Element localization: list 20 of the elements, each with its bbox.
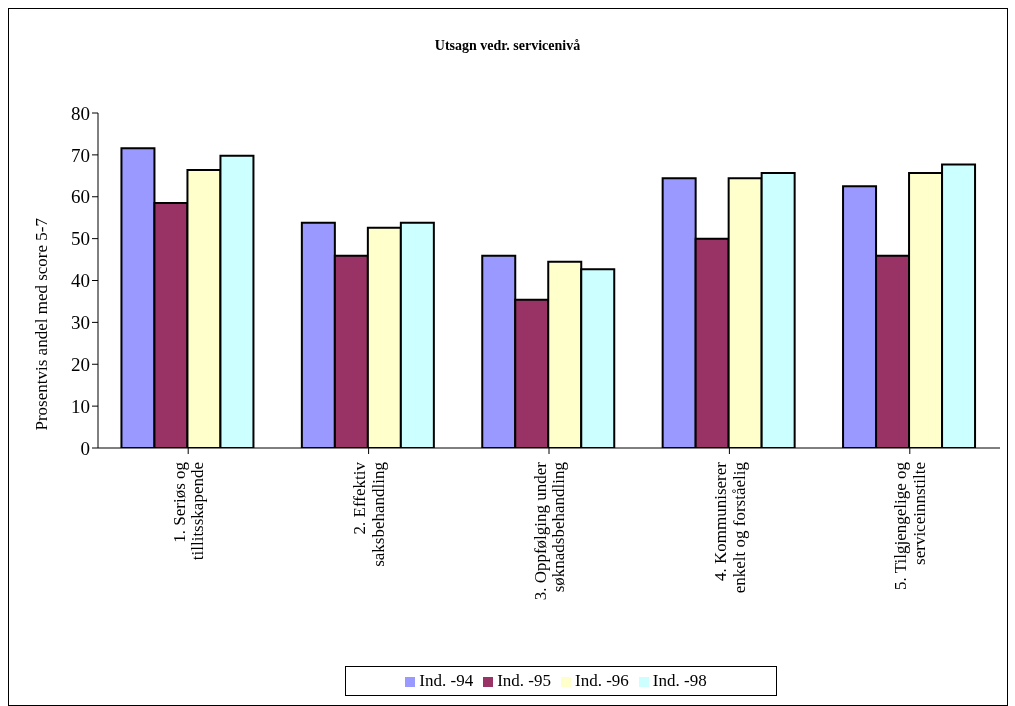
y-tick-label: 80 [71, 102, 90, 124]
x-tick-label: 4. Kommuniserer enkelt og forståelig [711, 461, 749, 594]
chart-title: Utsagn vedr. servicenivå [433, 38, 582, 54]
y-tick-label: 60 [71, 186, 90, 208]
legend-label: Ind. -94 [419, 671, 474, 690]
y-tick-label: 30 [71, 312, 90, 334]
x-tick-label: 2. Effektiv saksbehandling [350, 461, 388, 567]
x-tick-label: 1. Seriøs og tillitsskapende [169, 461, 208, 561]
legend-label: Ind. -96 [575, 671, 629, 690]
y-tick-label: 40 [71, 270, 90, 292]
y-tick-label: 50 [71, 228, 90, 250]
y-tick-label: 0 [80, 437, 90, 459]
y-tick-label: 20 [71, 353, 90, 375]
legend-label: Ind. -95 [497, 671, 551, 690]
x-tick-label: 3. Oppfølging under søknadsbehandling [530, 461, 569, 601]
legend-label: Ind. -98 [652, 671, 707, 690]
y-tick-label: 10 [71, 395, 90, 417]
y-axis-title: Prosentvis andel med score 5-7 [32, 217, 52, 431]
y-tick-label: 70 [71, 144, 90, 166]
x-tick-label: 5. Tilgjengelige og serviceinnstilte [891, 461, 930, 590]
